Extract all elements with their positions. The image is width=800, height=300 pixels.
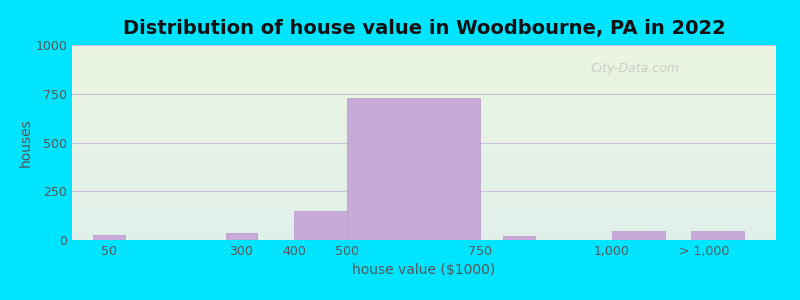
Bar <box>503 236 535 240</box>
Bar <box>691 231 744 240</box>
Bar <box>294 211 347 240</box>
X-axis label: house value ($1000): house value ($1000) <box>352 263 496 278</box>
Title: Distribution of house value in Woodbourne, PA in 2022: Distribution of house value in Woodbourn… <box>122 19 726 38</box>
Y-axis label: houses: houses <box>18 118 33 167</box>
Text: City-Data.com: City-Data.com <box>590 62 680 75</box>
Bar <box>226 233 258 240</box>
Bar <box>93 235 125 240</box>
Bar <box>347 98 479 240</box>
Bar <box>612 231 665 240</box>
